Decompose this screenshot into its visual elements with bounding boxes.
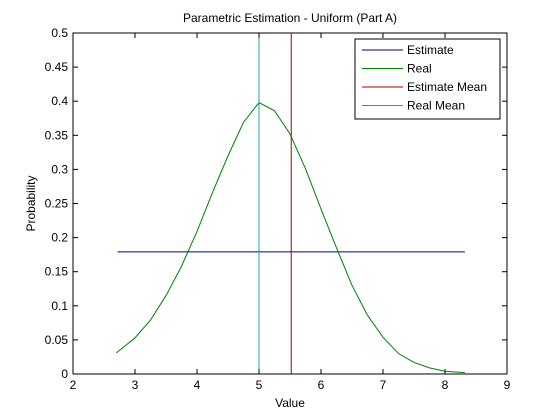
y-tick-label: 0.4: [51, 94, 68, 108]
series-layer: [116, 33, 465, 374]
x-tick-label: 7: [380, 378, 387, 392]
y-tick-label: 0.5: [51, 26, 68, 40]
y-tick-label: 0.45: [45, 60, 69, 74]
y-tick-label: 0.35: [45, 128, 69, 142]
y-tick-label: 0: [61, 367, 68, 381]
legend-label-real: Real: [407, 62, 432, 76]
y-tick-label: 0.25: [45, 197, 69, 211]
x-tick-label: 5: [256, 378, 263, 392]
x-tick-label: 6: [318, 378, 325, 392]
chart-title: Parametric Estimation - Uniform (Part A): [183, 11, 397, 25]
x-tick-label: 3: [132, 378, 139, 392]
y-tick-label: 0.3: [51, 162, 68, 176]
y-tick-label: 0.15: [45, 265, 69, 279]
legend-label-estimate: Estimate: [407, 43, 454, 57]
y-axis-label: Probability: [24, 175, 38, 231]
legend: Estimate Real Estimate Mean Real Mean: [354, 38, 501, 120]
x-tick-label: 2: [70, 378, 77, 392]
y-tick-label: 0.05: [45, 333, 69, 347]
y-tick-label: 0.1: [51, 299, 68, 313]
series-real-line: [116, 101, 465, 374]
ticks-layer: 2 3 4 5 6 7 8 9 0 0.05 0.1 0.15 0.2 0.25 0.3 0.35 0.4 0.4…: [45, 26, 511, 392]
x-tick-label: 4: [194, 378, 201, 392]
x-tick-label: 8: [442, 378, 449, 392]
y-tick-label: 0.2: [51, 231, 68, 245]
x-tick-label: 9: [504, 378, 511, 392]
legend-label-estimate-mean: Estimate Mean: [407, 80, 487, 94]
x-axis-label: Value: [275, 396, 305, 410]
legend-label-real-mean: Real Mean: [407, 99, 465, 113]
